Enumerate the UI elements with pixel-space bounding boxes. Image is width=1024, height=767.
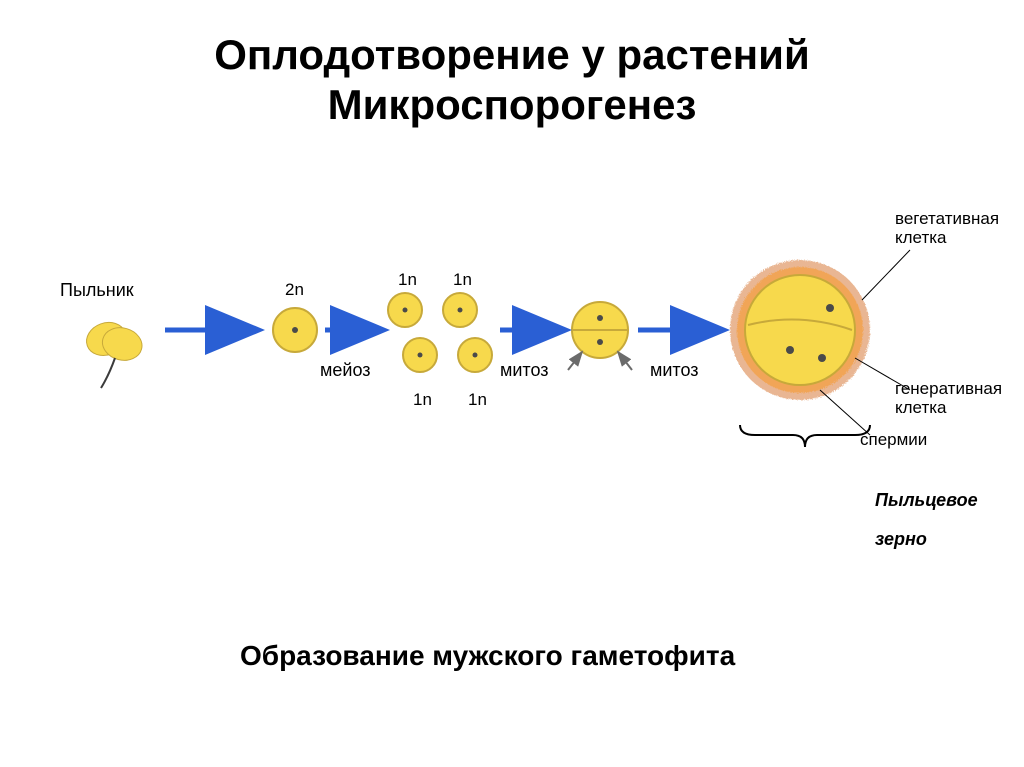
title-line-1: Оплодотворение у растений <box>0 30 1024 80</box>
anther-label: Пыльник <box>60 280 134 301</box>
vegetative-cell-label: вегетативнаяклетка <box>895 210 999 247</box>
pollen-grain-label: Пыльцевое зерно <box>875 490 978 550</box>
cell-2n <box>273 308 317 352</box>
ploidy-1n-label-a: 1n <box>398 270 417 290</box>
microsporogenesis-diagram: Пыльник 2n 1n 1n 1n 1n мейоз митоз митоз… <box>0 230 1024 490</box>
subtitle: Образование мужского гаметофита <box>240 640 735 672</box>
ploidy-2n-label: 2n <box>285 280 304 300</box>
tetrad-cells <box>388 293 492 372</box>
pollen-grain-l2: зерно <box>875 529 978 550</box>
main-title: Оплодотворение у растений Микроспорогене… <box>0 0 1024 131</box>
pollen-grain <box>730 260 870 400</box>
generative-cell-label: генеративнаяклетка <box>895 380 1002 417</box>
ploidy-1n-label-b: 1n <box>453 270 472 290</box>
pollen-grain-l1: Пыльцевое <box>875 490 978 511</box>
sperm-label: спермии <box>860 430 927 450</box>
bicellular-grain <box>572 302 628 358</box>
anther-shape <box>82 317 146 388</box>
meiosis-label: мейоз <box>320 360 371 381</box>
pollen-brace <box>740 425 870 447</box>
title-line-2: Микроспорогенез <box>0 80 1024 130</box>
mitosis-label-2: митоз <box>650 360 699 381</box>
ploidy-1n-label-d: 1n <box>468 390 487 410</box>
mitosis-label-1: митоз <box>500 360 549 381</box>
ploidy-1n-label-c: 1n <box>413 390 432 410</box>
